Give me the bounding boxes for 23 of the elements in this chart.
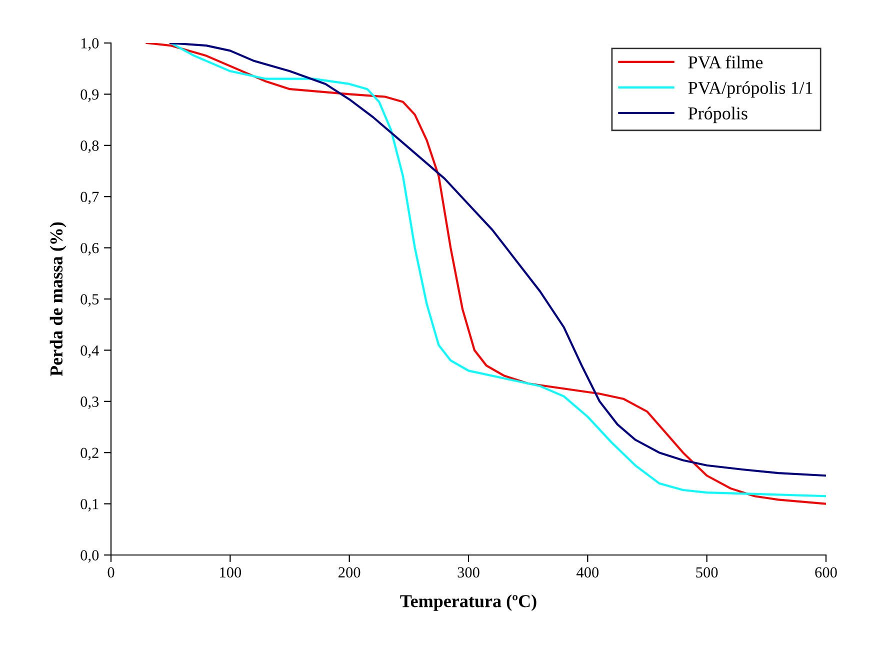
legend-label: PVA/própolis 1/1 (688, 81, 812, 98)
y-axis-title: Perda de massa (%) (50, 222, 66, 376)
y-tick-label: 0,5 (80, 294, 99, 307)
x-tick-label: 100 (220, 567, 242, 578)
x-tick-label: 200 (338, 567, 360, 578)
y-tick-label: 0,0 (80, 550, 99, 563)
x-axis-title: Temperatura (ºC) (400, 594, 536, 611)
y-tick-label: 1,0 (81, 38, 99, 51)
x-tick-label: 500 (696, 567, 718, 578)
x-tick-label: 0 (108, 567, 114, 578)
y-tick-label: 0,7 (80, 192, 99, 204)
y-tick-label: 0,2 (80, 448, 98, 460)
legend-label: Própolis (688, 106, 748, 124)
y-tick-label: 0,8 (80, 140, 99, 154)
y-tick-label: 0,9 (80, 89, 99, 102)
y-tick-label: 0,3 (80, 396, 99, 410)
y-tick-label: 0,6 (80, 242, 99, 256)
y-tick-label: 0,4 (80, 345, 99, 358)
legend-label: PVA filme (688, 56, 763, 69)
x-tick-label: 400 (576, 567, 599, 578)
x-tick-label: 600 (815, 567, 837, 578)
y-tick-label: 0,1 (80, 498, 98, 512)
x-tick-label: 300 (458, 567, 480, 578)
